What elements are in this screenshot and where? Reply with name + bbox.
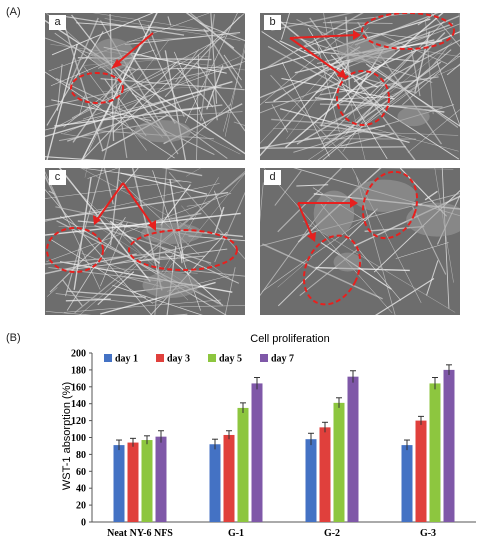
bar [401, 445, 413, 522]
y-tick-label: 20 [76, 501, 86, 512]
sem-panel-letter: b [264, 15, 281, 30]
legend-label: day 5 [219, 354, 242, 365]
sem-panel-letter: a [49, 15, 66, 30]
legend-label: day 7 [271, 354, 294, 365]
legend-swatch [208, 354, 216, 362]
cell-proliferation-chart: Cell proliferation WST-1 absorption (%) … [61, 333, 476, 539]
sem-image-d: d [260, 168, 460, 315]
annotation-arrow [289, 37, 343, 76]
y-tick-label: 200 [71, 349, 86, 360]
bar [429, 383, 441, 522]
sem-image-a: a [45, 13, 245, 160]
bar [305, 439, 317, 522]
sem-panel-letter: c [49, 170, 66, 185]
y-tick-label: 40 [76, 484, 86, 495]
annotation-arrowhead [353, 30, 361, 40]
bar [237, 407, 249, 522]
y-tick-label: 140 [71, 399, 86, 410]
bar [415, 420, 427, 522]
bar [347, 376, 359, 522]
annotation-arrowhead [111, 59, 122, 69]
y-tick-label: 60 [76, 467, 86, 478]
legend-label: day 3 [167, 354, 190, 365]
annotation-arrowhead [337, 69, 347, 79]
legend-swatch [104, 354, 112, 362]
bar [443, 369, 455, 522]
sem-image-c: c [45, 168, 245, 315]
annotation-arrow [297, 202, 313, 237]
sem-image-b: b [260, 13, 460, 160]
bar [223, 434, 235, 522]
annotation-ellipse [46, 227, 104, 273]
annotation-arrowhead [93, 215, 101, 225]
bar [141, 440, 153, 522]
y-tick-label: 160 [71, 382, 86, 393]
y-tick-label: 100 [71, 433, 86, 444]
y-tick-label: 180 [71, 365, 86, 376]
annotation-arrowhead [350, 198, 358, 208]
nanofiber-texture [260, 168, 460, 315]
legend-swatch [156, 354, 164, 362]
sem-texture-b [260, 13, 460, 160]
x-tick-label: G-3 [420, 528, 436, 539]
y-axis-label: WST-1 absorption (%) [61, 382, 73, 490]
annotation-arrow [114, 32, 154, 66]
bar [113, 445, 125, 522]
annotation-arrowhead [148, 220, 156, 231]
annotation-ellipse [70, 72, 124, 104]
chart-title: Cell proliferation [250, 333, 329, 345]
bar [209, 444, 221, 522]
y-tick-label: 0 [81, 518, 86, 529]
chart-legend: day 1 day 3 day 5 day 7 [104, 354, 294, 365]
annotation-arrow [122, 182, 154, 227]
annotation-ellipse [361, 170, 419, 240]
panel-b-label: (B) [6, 332, 21, 344]
annotation-arrowhead [307, 232, 316, 242]
x-tick-label: Neat NY-6 NFS [107, 528, 173, 539]
bar [127, 442, 139, 522]
bar [155, 436, 167, 522]
nanofiber-texture [45, 13, 245, 160]
legend-swatch [260, 354, 268, 362]
legend-label: day 1 [115, 354, 138, 365]
nanofiber-texture [260, 13, 460, 160]
bar [333, 402, 345, 522]
y-tick-label: 80 [76, 450, 86, 461]
y-tick-label: 120 [71, 416, 86, 427]
sem-texture-d [260, 168, 460, 315]
sem-texture-a [45, 13, 245, 160]
annotation-ellipse [302, 234, 362, 306]
annotation-ellipse [336, 70, 390, 126]
annotation-ellipse [361, 13, 455, 50]
annotation-ellipse [128, 229, 238, 271]
bar [251, 383, 263, 522]
panel-a-label: (A) [6, 6, 21, 18]
annotation-arrow [96, 182, 124, 221]
annotation-arrow [289, 34, 357, 39]
x-tick-label: G-2 [324, 528, 340, 539]
nanofiber-texture [45, 168, 245, 315]
sem-texture-c [45, 168, 245, 315]
bar [319, 427, 331, 522]
sem-panel-letter: d [264, 170, 281, 185]
x-tick-label: G-1 [228, 528, 244, 539]
